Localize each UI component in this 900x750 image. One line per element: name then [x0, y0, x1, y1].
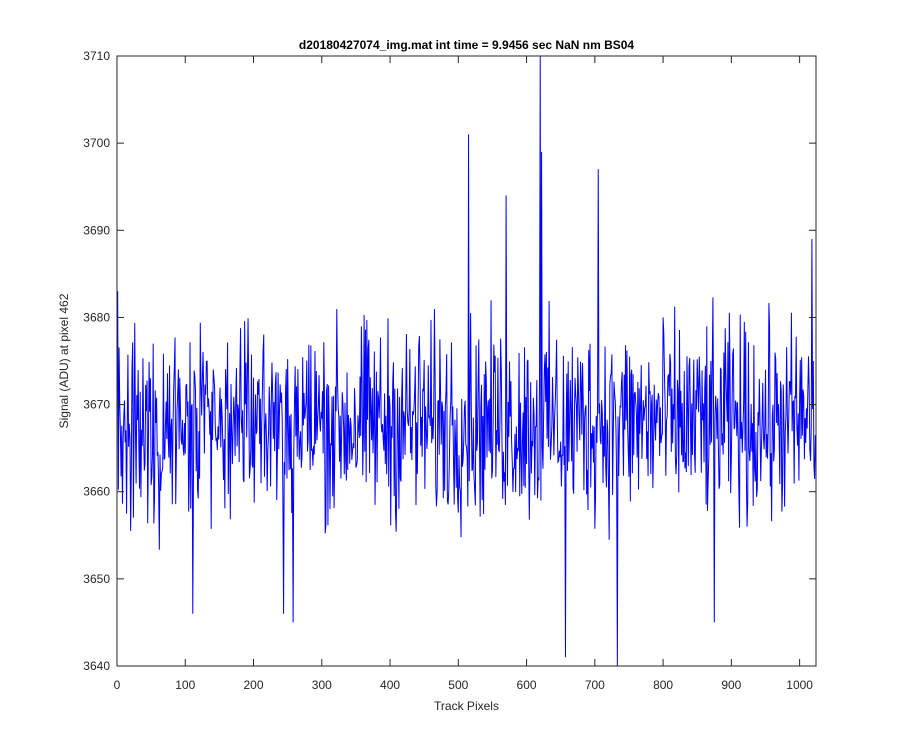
x-tick-label: 0	[114, 678, 121, 692]
x-axis-ticks: 0 100 200 300 400 500 600 700 800 900 1000	[114, 56, 813, 692]
y-axis-label: Signal (ADU) at pixel 462	[57, 293, 71, 428]
x-tick-label: 800	[653, 678, 673, 692]
series-layer	[117, 55, 817, 667]
y-tick-label: 3690	[83, 223, 110, 237]
x-tick-label: 900	[721, 678, 741, 692]
axes-box	[116, 55, 817, 667]
x-tick-label: 600	[517, 678, 537, 692]
x-tick-label: 1000	[786, 678, 813, 692]
x-tick-label: 100	[175, 678, 195, 692]
y-tick-label: 3650	[83, 572, 110, 586]
y-axis-ticks: 3640 3650 3660 3670 3680 3690 3700 3710	[83, 49, 816, 673]
x-tick-label: 700	[585, 678, 605, 692]
x-axis-label: Track Pixels	[434, 699, 499, 713]
y-tick-label: 3640	[83, 659, 110, 673]
y-tick-label: 3710	[83, 49, 110, 63]
x-tick-label: 400	[380, 678, 400, 692]
y-tick-label: 3670	[83, 398, 110, 412]
y-tick-label: 3660	[83, 485, 110, 499]
y-tick-label: 3700	[83, 136, 110, 150]
x-tick-label: 200	[244, 678, 264, 692]
signal-series-line	[117, 55, 817, 667]
x-tick-label: 300	[312, 678, 332, 692]
y-tick-label: 3680	[83, 310, 110, 324]
x-tick-label: 500	[448, 678, 468, 692]
chart-title: d20180427074_img.mat int time = 9.9456 s…	[299, 38, 635, 52]
